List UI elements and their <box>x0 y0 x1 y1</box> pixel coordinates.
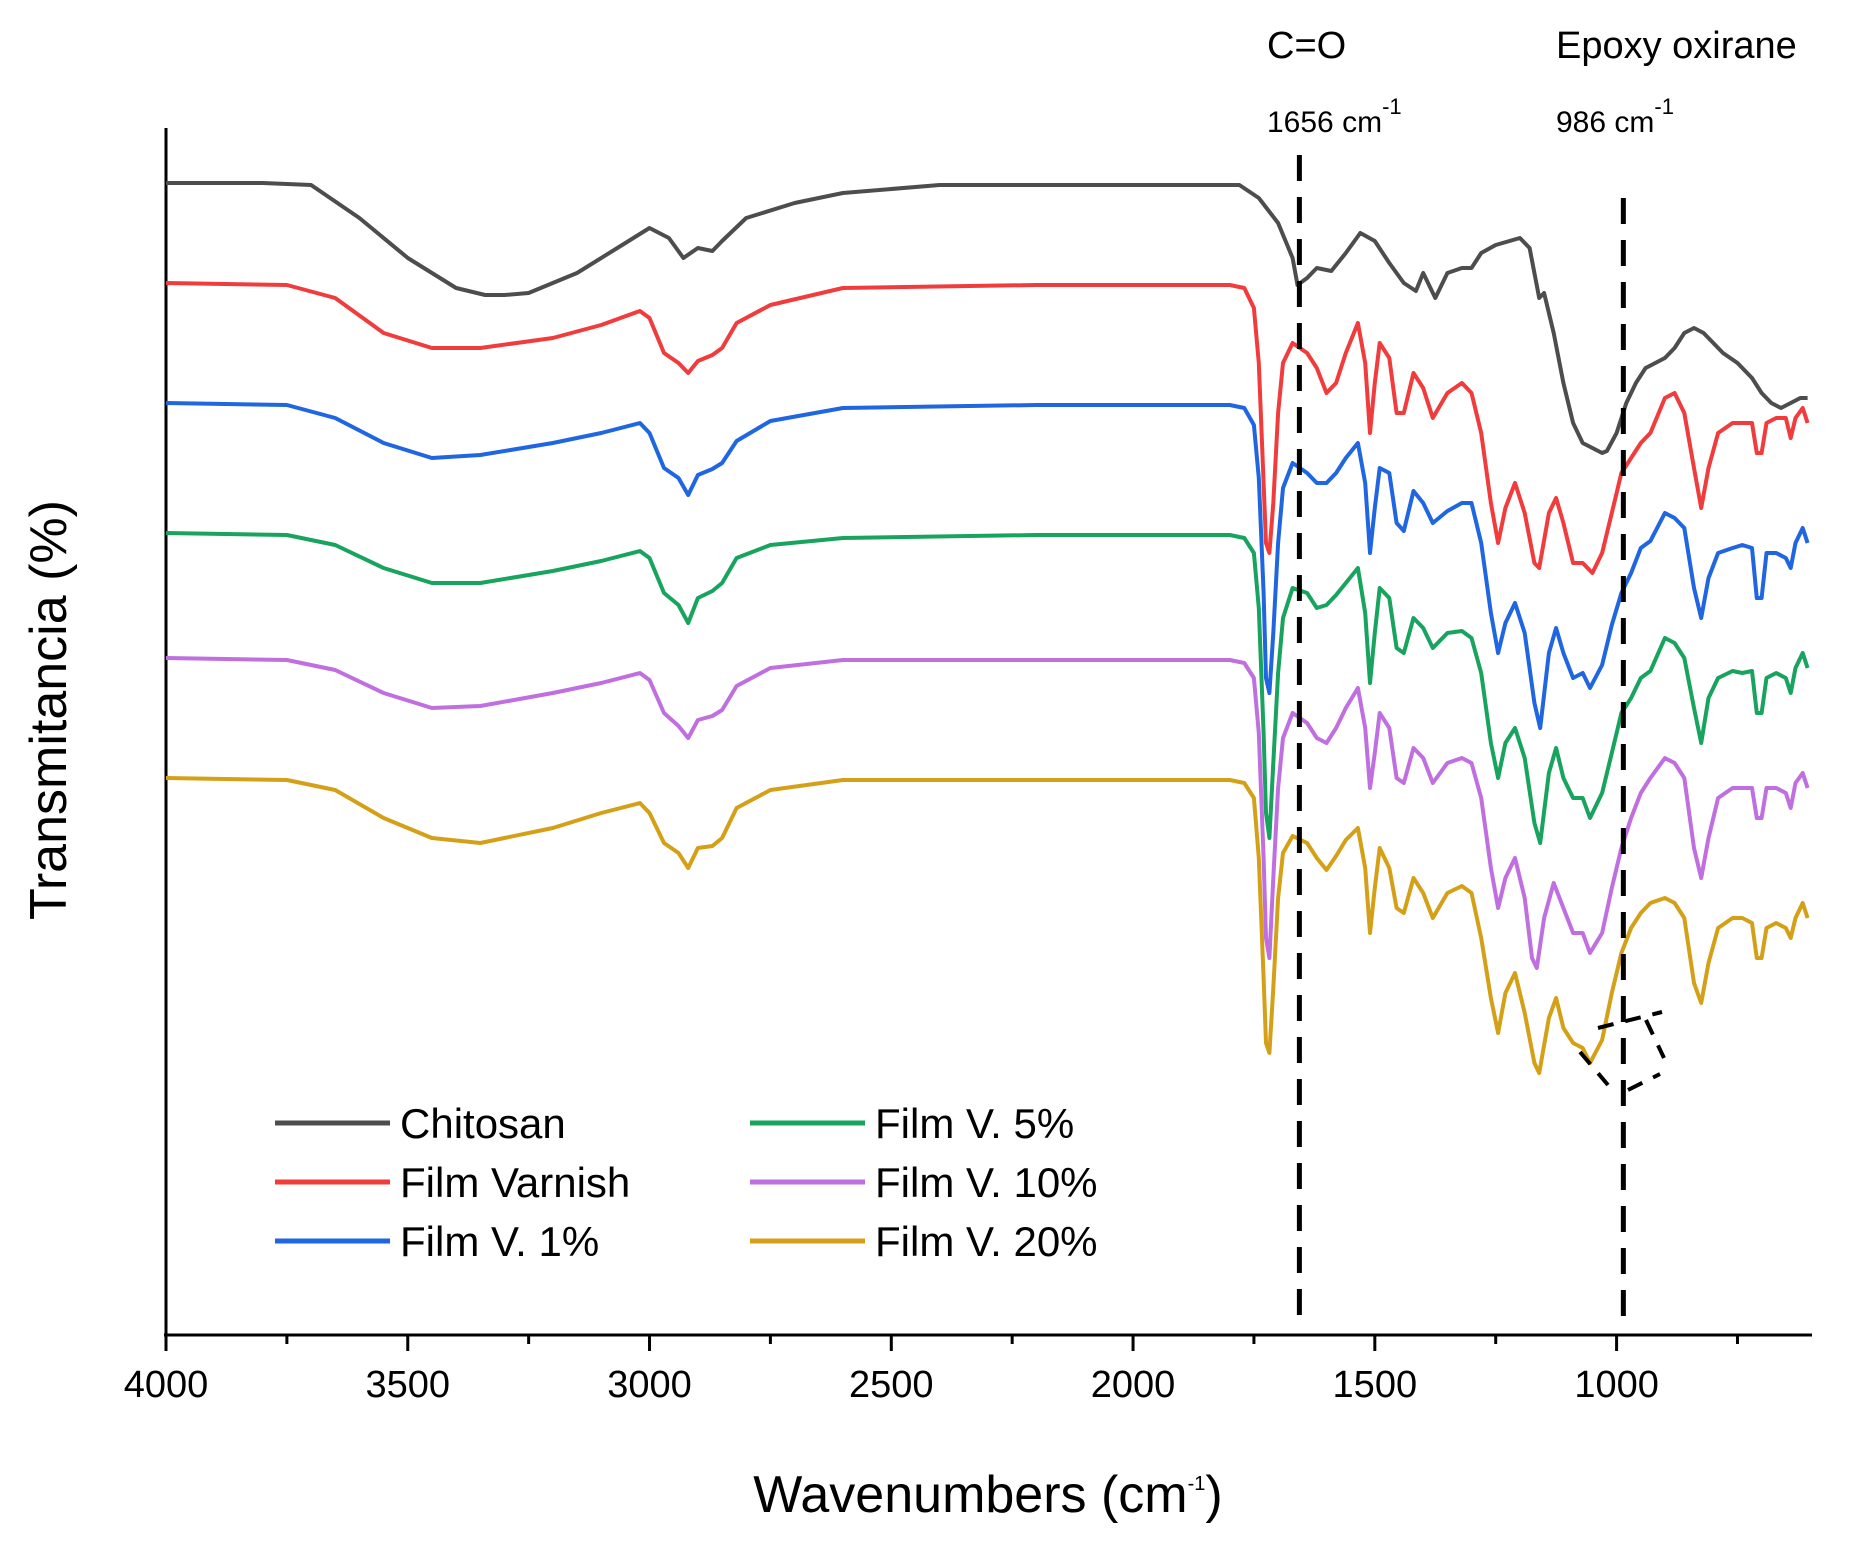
legend-label: Film V. 5% <box>875 1100 1074 1147</box>
x-tick-label: 1000 <box>1574 1364 1659 1406</box>
series-line-2 <box>165 401 1810 730</box>
x-tick-label: 3000 <box>607 1364 692 1406</box>
y-axis-title: Transmitancia (%) <box>20 500 78 920</box>
annotation-wavenumber: 1656 cm-1 <box>1267 94 1402 139</box>
annotation-title: C=O <box>1267 25 1346 67</box>
legend: Chitosan Film Varnish Film V. 1% Film V. 5%… <box>275 1100 1098 1265</box>
series-lines <box>165 181 1810 1075</box>
break-marker <box>1578 1010 1666 1092</box>
x-tick-label: 2000 <box>1091 1364 1176 1406</box>
series-line-3 <box>165 531 1810 845</box>
legend-label: Chitosan <box>400 1100 566 1147</box>
annotations: C=O 1656 cm-1 Epoxy oxirane 986 cm-1 <box>1267 25 1797 1318</box>
annotation-wavenumber: 986 cm-1 <box>1556 94 1674 139</box>
x-tick-label: 4000 <box>124 1364 209 1406</box>
x-axis-ticks: 4000 3500 3000 2500 2000 1500 1000 <box>124 1335 1739 1406</box>
legend-label: Film Varnish <box>400 1159 630 1206</box>
x-axis-title: Wavenumbers (cm-1) <box>753 1466 1223 1524</box>
legend-label: Film V. 20% <box>875 1218 1098 1265</box>
x-tick-label: 3500 <box>365 1364 450 1406</box>
legend-label: Film V. 1% <box>400 1218 599 1265</box>
series-line-5 <box>165 776 1810 1075</box>
legend-label: Film V. 10% <box>875 1159 1098 1206</box>
x-tick-label: 2500 <box>849 1364 934 1406</box>
x-tick-label: 1500 <box>1333 1364 1418 1406</box>
series-line-1 <box>165 281 1810 575</box>
series-line-4 <box>165 656 1810 970</box>
annotation-title: Epoxy oxirane <box>1556 25 1797 67</box>
series-line-0 <box>166 181 1808 455</box>
